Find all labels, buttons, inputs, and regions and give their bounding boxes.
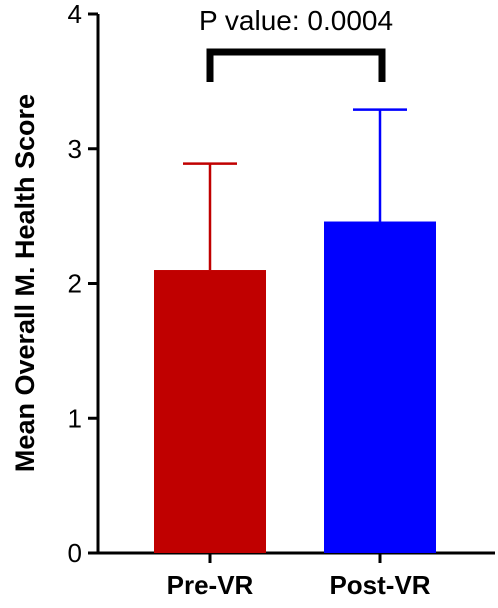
bracket-line [206,48,386,82]
p-value-annotation: P value: 0.0004 [199,5,393,36]
y-tick-label: 3 [68,134,82,164]
category-label: Pre-VR [167,570,254,600]
bar-post-vr [324,221,436,553]
error-bars [183,108,407,271]
y-axis-title: Mean Overall M. Health Score [10,94,40,472]
category-label: Post-VR [329,570,430,600]
category-labels: Pre-VR Post-VR [167,570,431,600]
y-tick-label: 0 [68,538,82,568]
y-tick-label: 2 [68,269,82,299]
y-tick-label: 1 [68,403,82,433]
bars [154,221,436,553]
y-tick-label: 4 [68,0,82,29]
significance-bracket [206,48,386,82]
bar-pre-vr [154,270,266,553]
